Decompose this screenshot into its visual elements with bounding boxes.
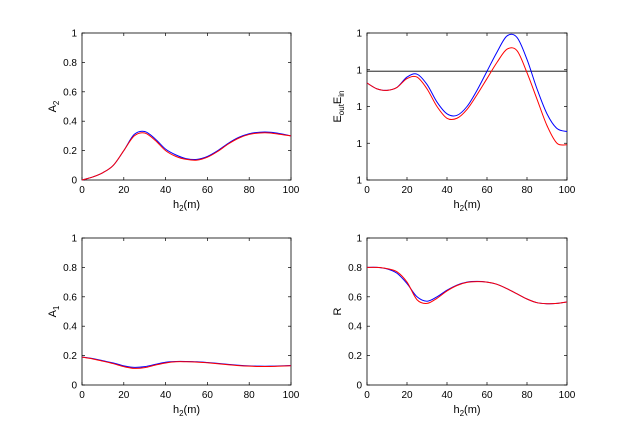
y-axis-label-main: A [47,104,59,112]
y-tick-label: 1 [356,234,362,245]
blue-series-line [81,130,292,181]
y-axis-label-out-sub: out [337,103,346,115]
y-tick-label: 0 [71,381,77,392]
y-tick-label: 1 [71,29,77,40]
x-tick-label: 20 [401,185,413,196]
red-series-line [366,266,568,305]
y-tick-label: 0.6 [63,292,77,303]
y-tick-label: 0.8 [63,58,77,69]
x-axis-label-suffix: (m) [184,199,201,211]
y-tick-label: 1 [356,29,362,40]
axes-frame [366,237,568,386]
axes-frame [81,237,292,386]
x-axis-label-suffix: (m) [184,404,201,416]
x-tick-label: 20 [118,390,130,401]
x-tick-label: 100 [283,390,300,401]
x-axis-label: h2(m) [173,404,200,418]
y-axis-label-sub: 2 [52,100,61,105]
x-tick-label: 60 [202,185,214,196]
y-tick-label: 1 [71,234,77,245]
x-tick-label: 80 [521,185,533,196]
y-axis-label: EoutEin [332,90,346,122]
x-tick-label: 100 [283,185,300,196]
y-tick-label: 0.8 [348,263,362,274]
y-axis-label: R [332,307,344,315]
y-tick-label: 0.2 [63,351,77,362]
chart-panel-bottom-right: 0 20 40 60 80 100 0 0.2 0.4 0.6 0.8 1 h2(m) R [332,234,576,419]
y-tick-label: 0.2 [63,146,77,157]
x-axis-label-sub: 2 [460,409,465,418]
y-tick-label: 0.2 [348,351,362,362]
x-tick-label: 60 [481,185,493,196]
y-tick-label: 0 [71,176,77,187]
y-tick-label: 0.4 [63,322,77,333]
y-tick-label: 1 [356,139,362,150]
x-tick-label: 80 [244,185,256,196]
x-axis-label: h2(m) [173,199,200,213]
x-axis-label-suffix: (m) [464,199,481,211]
x-tick-label: 0 [79,390,85,401]
red-series-line [81,356,292,369]
x-tick-label: 60 [481,390,493,401]
x-tick-label: 0 [364,390,370,401]
y-axis-label: A2 [47,100,61,112]
y-tick-label: 0.6 [63,87,77,98]
x-tick-label: 0 [79,185,85,196]
y-axis-label-sub: 1 [52,305,61,310]
x-tick-label: 40 [160,185,172,196]
red-series-line [81,132,292,181]
y-tick-label: 1 [356,65,362,76]
x-axis-label-sub: 2 [179,204,184,213]
x-tick-label: 0 [364,185,370,196]
blue-series-line [366,266,568,305]
y-axis-label-e-out: E [332,115,344,122]
y-tick-label: 0.6 [348,292,362,303]
x-tick-label: 40 [441,185,453,196]
y-tick-label: 1 [356,176,362,187]
y-axis-label-main: R [332,307,344,315]
x-tick-label: 40 [160,390,172,401]
x-tick-label: 60 [202,390,214,401]
x-axis-label-main: h [173,199,179,211]
y-tick-label: 0.4 [63,117,77,128]
x-tick-label: 100 [559,185,576,196]
y-tick-label: 0.4 [348,322,362,333]
chart-panel-top-right: 0 20 40 60 80 100 1 1 1 1 1 h2(m) EoutEin [332,29,576,214]
x-axis-label-main: h [453,199,459,211]
y-axis-label-main: A [47,309,59,317]
y-tick-label: 0 [356,381,362,392]
y-tick-label: 1 [356,102,362,113]
blue-series-line [366,33,568,132]
x-axis-label-main: h [453,404,459,416]
x-tick-label: 20 [401,390,413,401]
x-axis-label: h2(m) [453,199,480,213]
y-axis-label: A1 [47,305,61,317]
axes-frame [81,32,292,181]
x-axis-label: h2(m) [453,404,480,418]
x-axis-label-sub: 2 [460,204,465,213]
x-axis-label-sub: 2 [179,409,184,418]
x-tick-label: 100 [559,390,576,401]
x-tick-label: 80 [521,390,533,401]
y-tick-label: 0.8 [63,263,77,274]
y-axis-label-in-sub: in [337,90,346,96]
x-tick-label: 20 [118,185,130,196]
x-axis-label-suffix: (m) [464,404,481,416]
x-axis-label-main: h [173,404,179,416]
x-tick-label: 80 [244,390,256,401]
y-axis-label-e-in: E [332,97,344,104]
x-tick-label: 40 [441,390,453,401]
red-series-line [366,47,568,146]
